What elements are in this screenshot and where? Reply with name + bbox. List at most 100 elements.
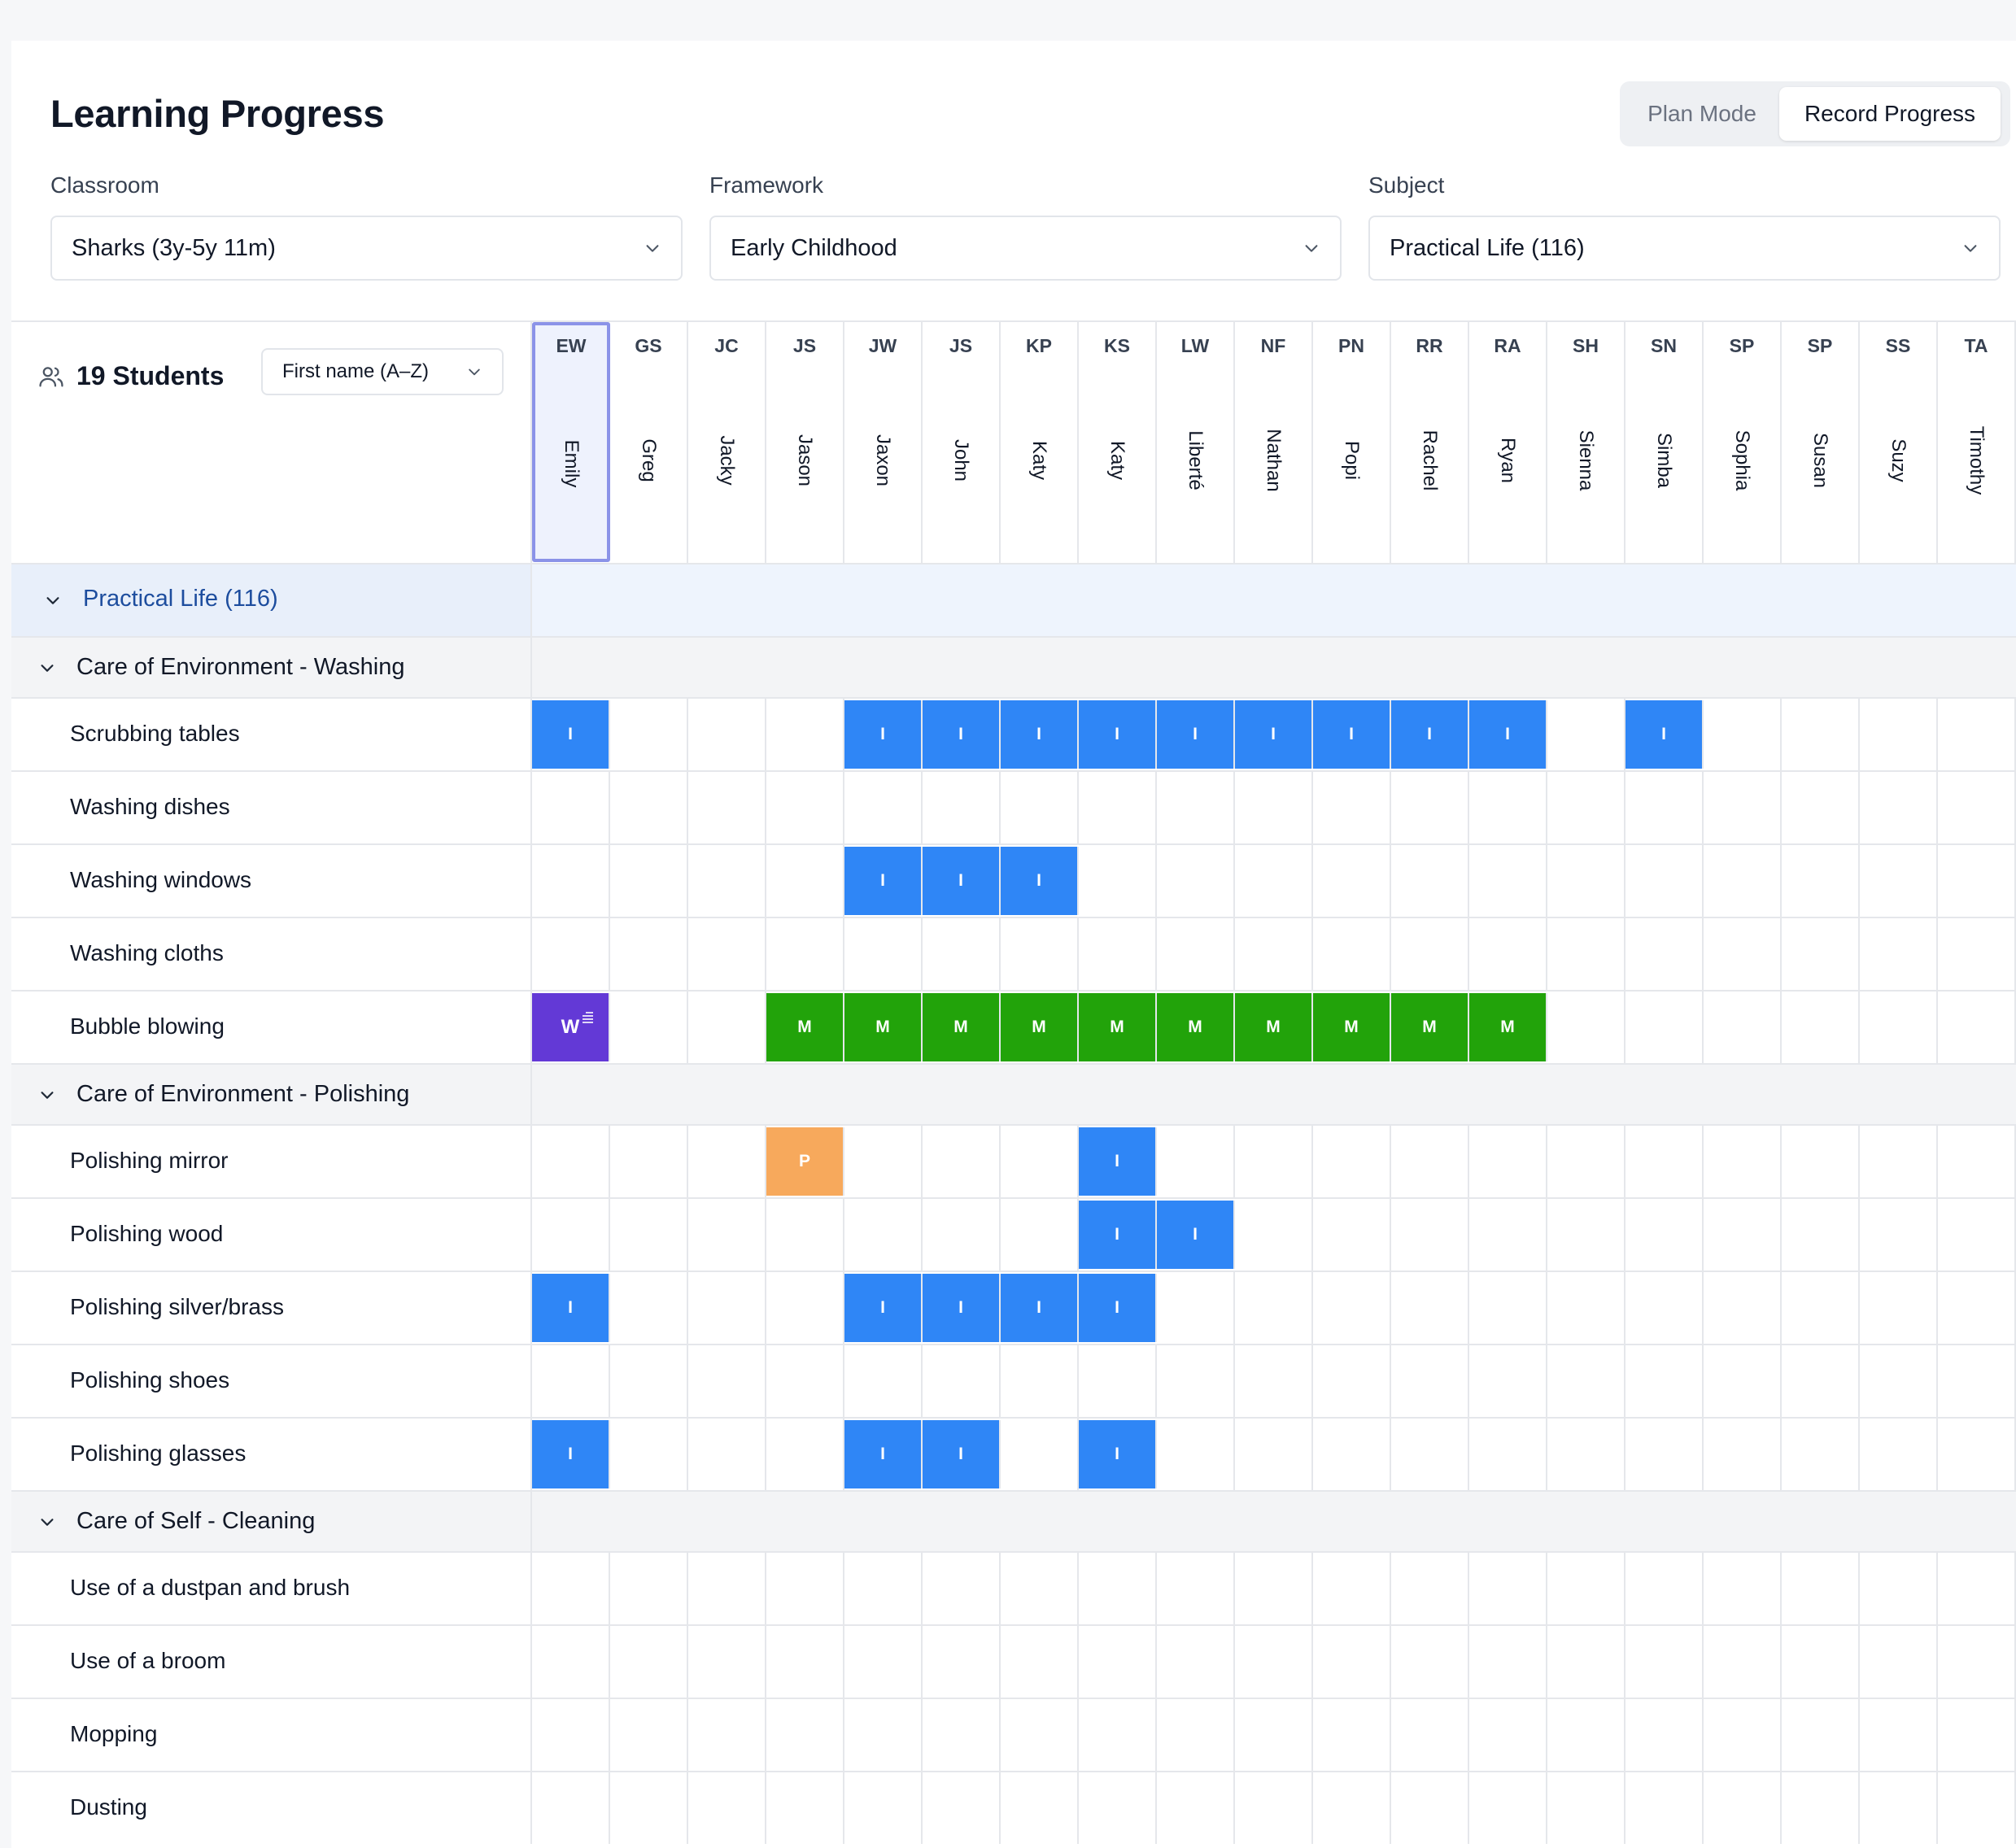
progress-cell-empty[interactable] — [1547, 1272, 1625, 1344]
progress-cell-empty[interactable] — [1391, 1272, 1469, 1344]
progress-cell-empty[interactable] — [766, 1199, 844, 1270]
progress-cell-empty[interactable] — [844, 1199, 923, 1270]
progress-cell-empty[interactable] — [1547, 1199, 1625, 1270]
progress-cell-empty[interactable] — [1469, 1199, 1547, 1270]
subject-group-row[interactable]: Practical Life (116) — [11, 563, 2016, 636]
progress-cell-empty[interactable] — [844, 1126, 923, 1197]
progress-cell-empty[interactable] — [688, 1199, 766, 1270]
progress-cell-empty[interactable] — [1391, 1772, 1469, 1844]
progress-cell-empty[interactable] — [844, 1699, 923, 1771]
progress-cell-empty[interactable] — [1782, 1699, 1860, 1771]
progress-cell-empty[interactable] — [1391, 1419, 1469, 1490]
progress-cell-empty[interactable] — [532, 772, 610, 843]
progress-cell-empty[interactable] — [1625, 1553, 1704, 1624]
progress-cell-empty[interactable] — [1235, 1419, 1313, 1490]
progress-cell-empty[interactable] — [610, 1772, 688, 1844]
progress-cell-empty[interactable] — [1704, 1345, 1782, 1417]
progress-cell-empty[interactable] — [610, 1126, 688, 1197]
progress-cell-empty[interactable] — [1547, 1626, 1625, 1698]
progress-cell-empty[interactable] — [1625, 845, 1704, 917]
progress-cell-i[interactable]: I — [1625, 700, 1704, 769]
progress-cell-empty[interactable] — [1391, 845, 1469, 917]
progress-cell-i[interactable]: I — [844, 1274, 923, 1342]
progress-cell-i[interactable]: I — [923, 700, 1001, 769]
progress-cell-empty[interactable] — [1704, 699, 1782, 770]
progress-cell-empty[interactable] — [1313, 772, 1391, 843]
progress-cell-empty[interactable] — [1313, 1553, 1391, 1624]
progress-cell-empty[interactable] — [1157, 1419, 1235, 1490]
progress-cell-empty[interactable] — [532, 918, 610, 990]
progress-cell-empty[interactable] — [1625, 1626, 1704, 1698]
progress-cell-empty[interactable] — [1079, 1345, 1157, 1417]
progress-cell-empty[interactable] — [1704, 1553, 1782, 1624]
progress-cell-empty[interactable] — [1704, 1199, 1782, 1270]
progress-cell-empty[interactable] — [1938, 845, 2016, 917]
progress-cell-i[interactable]: I — [1001, 1274, 1079, 1342]
progress-cell-m[interactable]: M — [766, 993, 844, 1061]
student-column-nathan[interactable]: NF Nathan — [1235, 322, 1313, 563]
progress-cell-empty[interactable] — [1001, 918, 1079, 990]
progress-cell-empty[interactable] — [1938, 918, 2016, 990]
progress-cell-empty[interactable] — [1001, 1126, 1079, 1197]
progress-cell-i[interactable]: I — [1079, 700, 1157, 769]
progress-cell-empty[interactable] — [1782, 918, 1860, 990]
progress-cell-empty[interactable] — [532, 1345, 610, 1417]
student-column-greg[interactable]: GS Greg — [610, 322, 688, 563]
progress-cell-i[interactable]: I — [923, 847, 1001, 915]
progress-cell-empty[interactable] — [1157, 1126, 1235, 1197]
progress-cell-empty[interactable] — [766, 918, 844, 990]
progress-cell-empty[interactable] — [766, 1272, 844, 1344]
progress-cell-empty[interactable] — [1782, 1419, 1860, 1490]
progress-cell-empty[interactable] — [1235, 772, 1313, 843]
progress-cell-empty[interactable] — [610, 845, 688, 917]
progress-cell-empty[interactable] — [1547, 772, 1625, 843]
progress-cell-empty[interactable] — [1391, 1626, 1469, 1698]
progress-cell-i[interactable]: I — [1079, 1201, 1157, 1269]
progress-cell-empty[interactable] — [1860, 1345, 1938, 1417]
progress-cell-empty[interactable] — [1391, 1345, 1469, 1417]
progress-cell-empty[interactable] — [1938, 1272, 2016, 1344]
subject-select[interactable]: Practical Life (116) — [1368, 216, 2001, 281]
progress-cell-empty[interactable] — [844, 918, 923, 990]
progress-cell-empty[interactable] — [1001, 772, 1079, 843]
progress-cell-m[interactable]: M — [1001, 993, 1079, 1061]
progress-cell-empty[interactable] — [844, 1772, 923, 1844]
progress-cell-empty[interactable] — [923, 1199, 1001, 1270]
student-column-john[interactable]: JS John — [923, 322, 1001, 563]
progress-cell-empty[interactable] — [923, 1126, 1001, 1197]
progress-cell-empty[interactable] — [1079, 1699, 1157, 1771]
progress-cell-empty[interactable] — [610, 772, 688, 843]
progress-cell-empty[interactable] — [923, 1626, 1001, 1698]
progress-cell-empty[interactable] — [1782, 992, 1860, 1063]
progress-cell-empty[interactable] — [1860, 845, 1938, 917]
progress-cell-empty[interactable] — [688, 1772, 766, 1844]
progress-cell-empty[interactable] — [844, 772, 923, 843]
category-row[interactable]: Care of Environment - Polishing — [11, 1063, 2016, 1124]
progress-cell-m[interactable]: M — [1469, 993, 1547, 1061]
progress-cell-empty[interactable] — [1860, 1272, 1938, 1344]
progress-cell-m[interactable]: M — [1391, 993, 1469, 1061]
progress-cell-empty[interactable] — [766, 1345, 844, 1417]
record-progress-button[interactable]: Record Progress — [1779, 87, 2001, 141]
progress-cell-empty[interactable] — [610, 1626, 688, 1698]
progress-cell-empty[interactable] — [688, 1272, 766, 1344]
progress-cell-empty[interactable] — [1860, 1126, 1938, 1197]
progress-cell-empty[interactable] — [1547, 1419, 1625, 1490]
progress-cell-empty[interactable] — [1860, 1419, 1938, 1490]
progress-cell-empty[interactable] — [1235, 1345, 1313, 1417]
progress-cell-empty[interactable] — [688, 1126, 766, 1197]
progress-cell-empty[interactable] — [688, 1345, 766, 1417]
progress-cell-empty[interactable] — [1625, 772, 1704, 843]
progress-cell-empty[interactable] — [1625, 1272, 1704, 1344]
progress-cell-empty[interactable] — [1704, 918, 1782, 990]
progress-cell-empty[interactable] — [1860, 1699, 1938, 1771]
progress-cell-i[interactable]: I — [1235, 700, 1313, 769]
progress-cell-empty[interactable] — [1938, 1772, 2016, 1844]
progress-cell-empty[interactable] — [1782, 1553, 1860, 1624]
progress-cell-empty[interactable] — [1547, 1126, 1625, 1197]
progress-cell-i[interactable]: I — [532, 700, 610, 769]
category-row[interactable]: Care of Environment - Washing — [11, 636, 2016, 697]
progress-cell-empty[interactable] — [923, 1553, 1001, 1624]
progress-cell-empty[interactable] — [1001, 1199, 1079, 1270]
student-column-jason[interactable]: JS Jason — [766, 322, 844, 563]
